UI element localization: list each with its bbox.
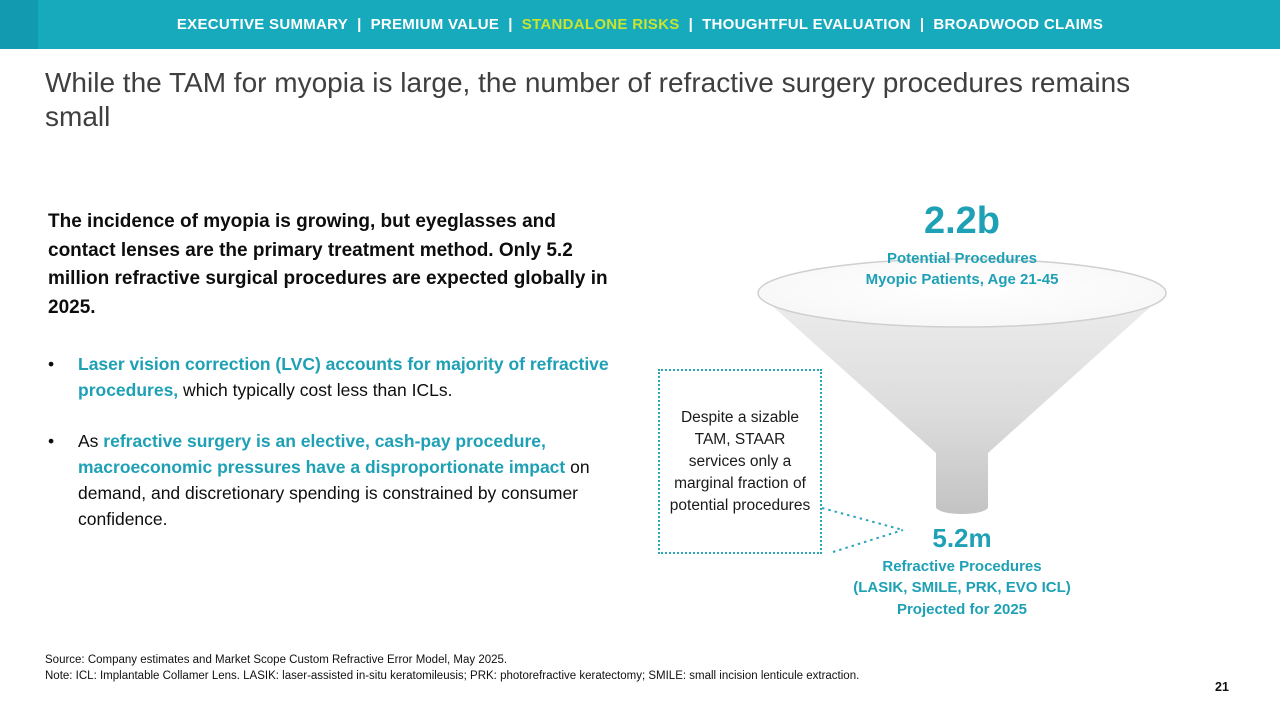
nav-item-thoughtful-evaluation[interactable]: THOUGHTFUL EVALUATION (702, 16, 911, 33)
bullet-text: As refractive surgery is an elective, ca… (78, 429, 623, 532)
funnel-top-label-line2: Myopic Patients, Age 21-45 (865, 271, 1059, 289)
nav-item-executive-summary[interactable]: EXECUTIVE SUMMARY (176, 16, 349, 33)
callout-text: Despite a sizable TAM, STAAR services on… (669, 408, 811, 514)
funnel-top-ellipse (757, 258, 1167, 328)
callout-box: Despite a sizable TAM, STAAR services on… (658, 369, 822, 554)
nav-item-broadwood-claims[interactable]: BROADWOOD CLAIMS (933, 16, 1104, 33)
bullet-rest: on demand, and discretionary spending is… (78, 457, 590, 529)
footer-source: Source: Company estimates and Market Sco… (45, 654, 508, 666)
bullet-item: • As refractive surgery is an elective, … (48, 429, 623, 532)
callout-tail (821, 507, 904, 553)
bullet-text: Laser vision correction (LVC) accounts f… (78, 352, 623, 403)
logo-square (0, 0, 38, 49)
nav-item-premium-value[interactable]: PREMIUM VALUE (370, 16, 500, 33)
intro-paragraph: The incidence of myopia is growing, but … (48, 211, 608, 318)
bullet-marker: • (48, 354, 55, 374)
bullet-highlight: refractive surgery is an elective, cash-… (78, 431, 566, 478)
funnel-top-label: Potential Procedures Myopic Patients, Ag… (822, 248, 1102, 291)
bullet-rest: which typically cost less than ICLs. (178, 379, 453, 400)
bullet-highlight: Laser vision correction (LVC) accounts f… (78, 354, 609, 400)
bullet-item: • Laser vision correction (LVC) accounts… (48, 352, 623, 403)
funnel-cone (758, 293, 1166, 514)
bullet-prefix: As (78, 431, 104, 452)
funnel-bottom-value: 5.2m (932, 523, 992, 553)
funnel-bottom-label-line2: (LASIK, SMILE, PRK, EVO ICL) (853, 579, 1071, 597)
nav-separator: | (508, 16, 513, 33)
funnel-bottom-label: Refractive Procedures (LASIK, SMILE, PRK… (832, 556, 1092, 620)
page-number: 21 (1215, 680, 1229, 694)
nav-separator: | (919, 16, 925, 33)
nav-item-standalone-risks[interactable]: STANDALONE RISKS (521, 16, 680, 33)
bullet-marker: • (48, 431, 55, 452)
funnel-top-value: 2.2b (923, 200, 1001, 242)
funnel-bottom-label-line3: Projected for 2025 (896, 600, 1028, 618)
nav-separator: | (688, 16, 694, 33)
top-nav-bar: EXECUTIVE SUMMARY | PREMIUM VALUE | STANDALO… (0, 0, 1280, 49)
bullet-list: • Laser vision correction (LVC) accounts… (48, 352, 623, 558)
section-nav: EXECUTIVE SUMMARY | PREMIUM VALUE | STANDALO… (177, 16, 1103, 33)
page-title: While the TAM for myopia is large, the n… (45, 67, 1131, 133)
funnel-bottom-label-line1: Refractive Procedures (882, 558, 1042, 575)
footer-note: Note: ICL: Implantable Collamer Lens. LA… (45, 670, 860, 682)
funnel-top-label-line1: Potential Procedures (886, 250, 1038, 267)
nav-separator: | (357, 16, 362, 33)
funnel-graphic (757, 258, 1167, 514)
